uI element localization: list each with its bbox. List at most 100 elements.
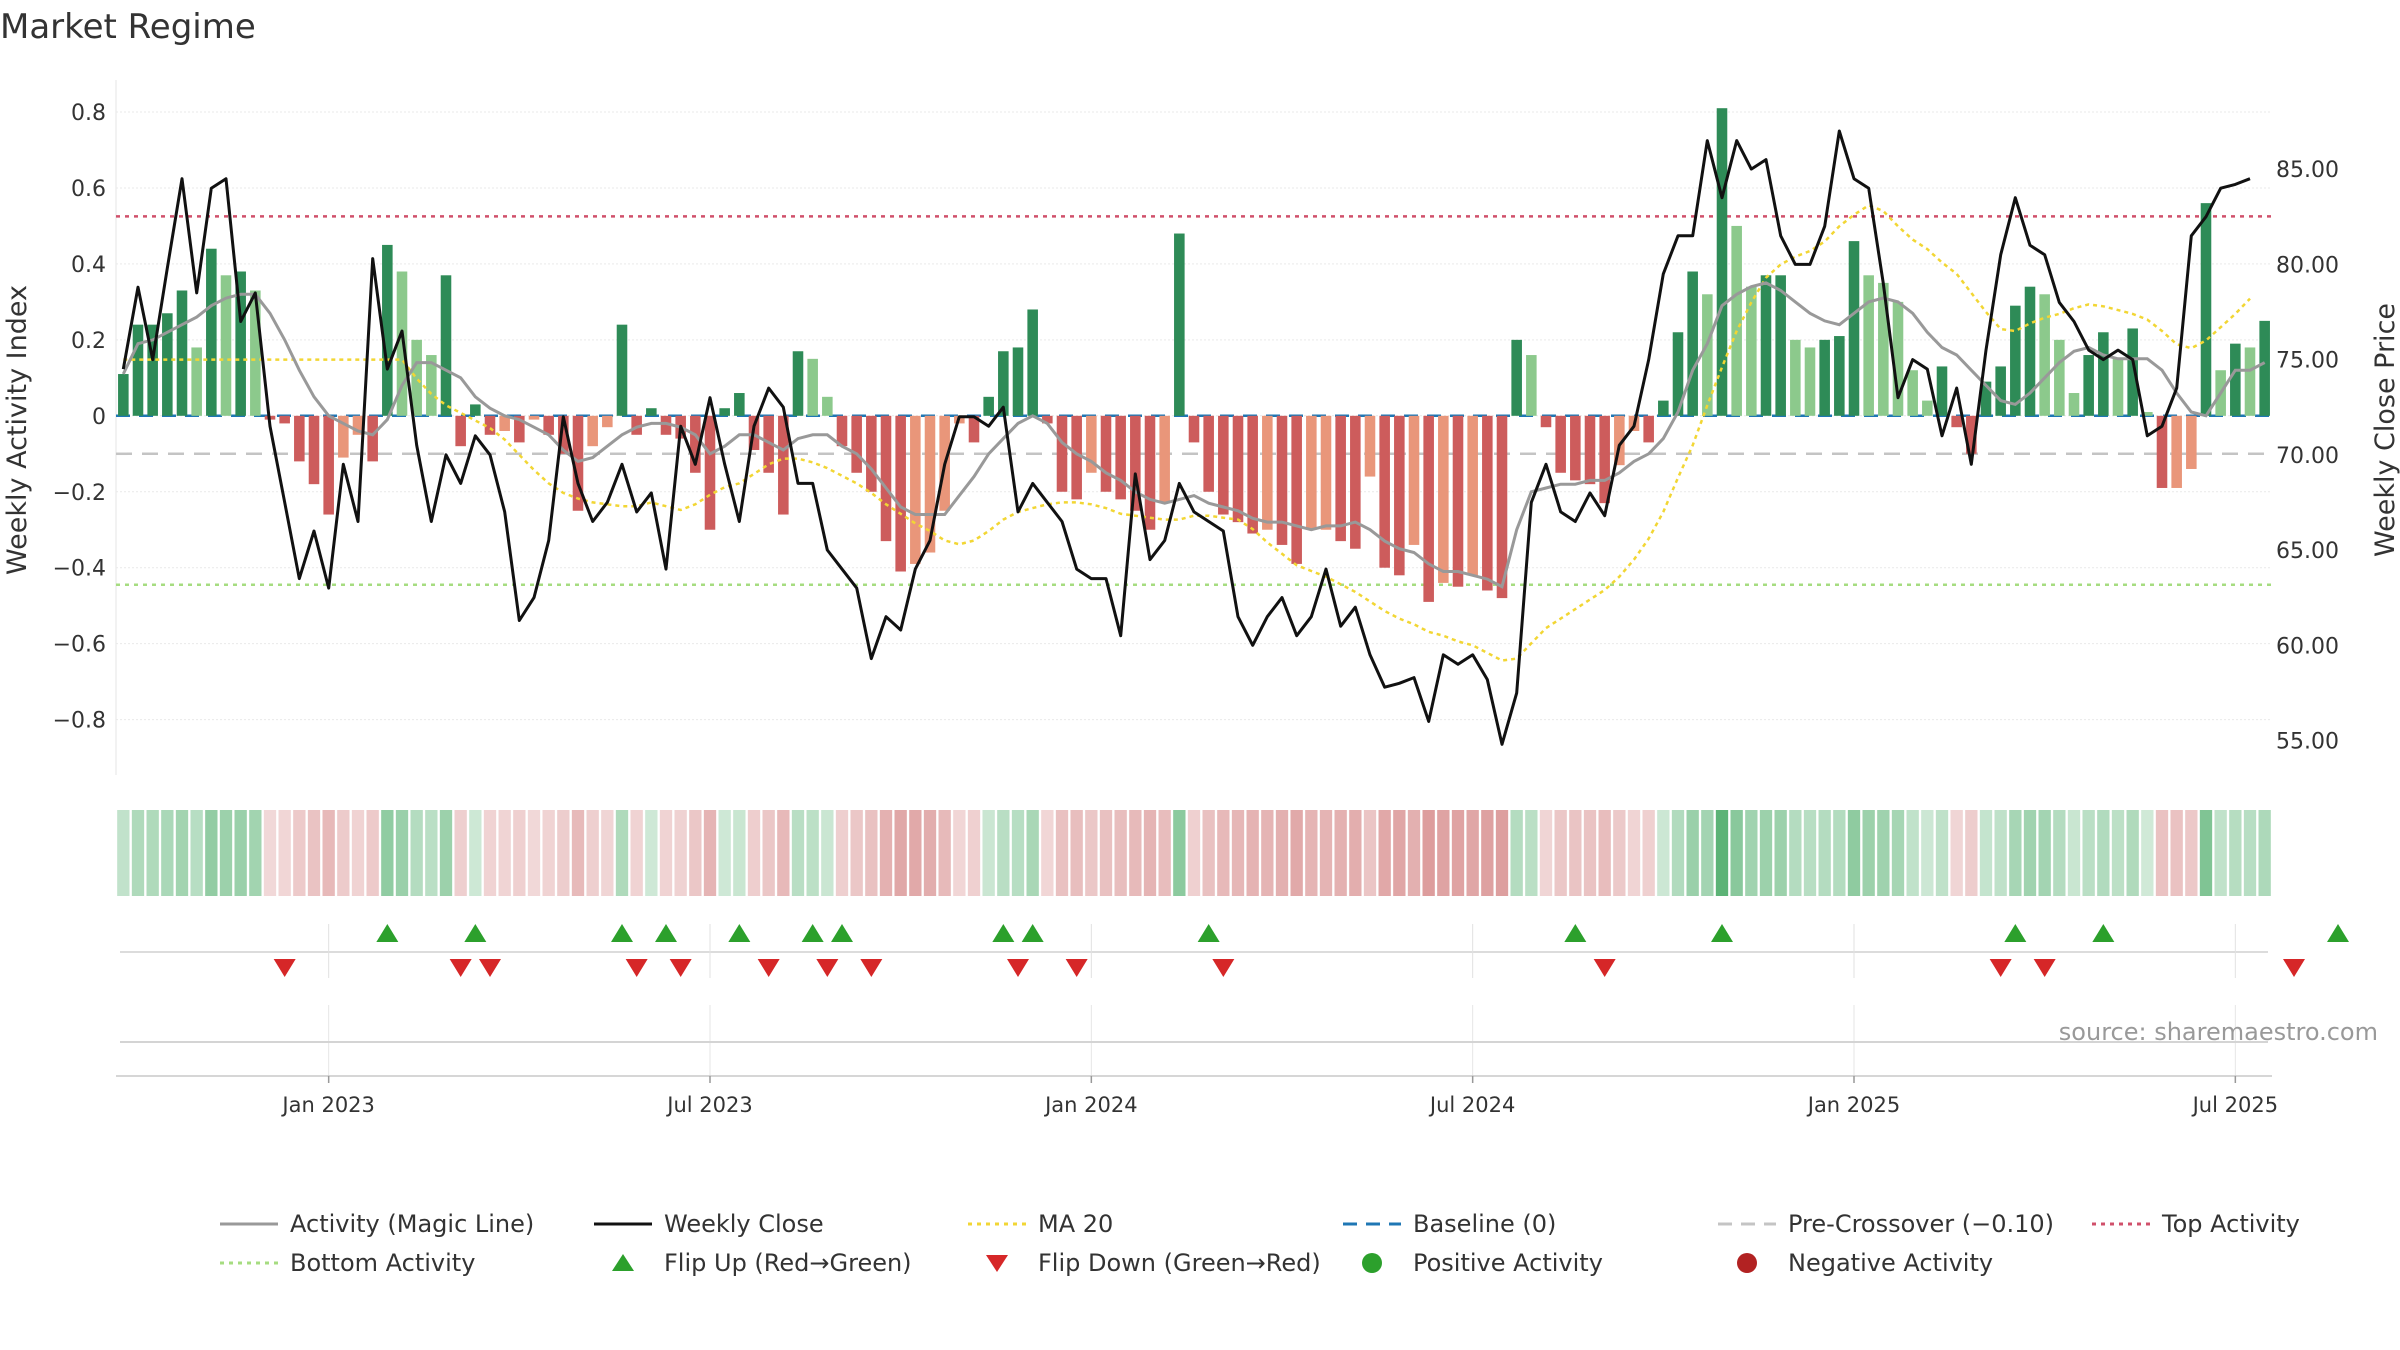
weekly-close-line xyxy=(121,129,2251,746)
activity-bar xyxy=(1306,415,1317,530)
activity-bar xyxy=(1350,415,1361,549)
activity-bar xyxy=(836,415,848,447)
regime-cell xyxy=(351,810,365,896)
regime-cell xyxy=(1730,810,1743,896)
left-tick-label: 0.6 xyxy=(71,177,106,202)
regime-cell xyxy=(835,810,849,896)
regime-cell xyxy=(2097,810,2110,896)
activity-bar xyxy=(602,415,613,428)
activity-bar xyxy=(2142,412,2153,416)
left-tick-label: 0 xyxy=(92,405,106,430)
activity-bar xyxy=(1995,366,2006,416)
regime-cell xyxy=(1701,810,1714,896)
regime-cell xyxy=(395,810,409,896)
activity-bar xyxy=(1364,415,1376,477)
legend-item: Bottom Activity xyxy=(220,1249,475,1277)
right-axis-ticks: 85.00 80.00 75.00 70.00 65.00 60.00 55.00 xyxy=(2276,158,2339,754)
flip-down-marker xyxy=(2033,959,2056,977)
left-tick-label: −0.8 xyxy=(53,709,106,734)
right-tick-label: 60.00 xyxy=(2276,634,2339,659)
regime-cell xyxy=(249,810,262,896)
regime-cell xyxy=(175,810,189,896)
activity-bar xyxy=(763,415,774,473)
activity-bar xyxy=(719,408,730,416)
regime-cell xyxy=(1158,810,1171,896)
regime-cell xyxy=(1173,810,1186,896)
activity-bar xyxy=(1174,233,1185,416)
activity-bar xyxy=(206,248,217,416)
activity-bar xyxy=(1555,415,1566,473)
activity-bar xyxy=(1804,347,1816,416)
regime-cell xyxy=(894,810,907,896)
activity-bar xyxy=(191,347,202,416)
regime-cell xyxy=(2170,810,2183,896)
regime-cell xyxy=(645,810,658,896)
regime-cell xyxy=(117,810,130,896)
legend-label: Activity (Magic Line) xyxy=(290,1210,534,1238)
regime-cell xyxy=(630,810,643,896)
activity-bar xyxy=(147,324,158,416)
regime-cell xyxy=(806,810,819,896)
legend-swatch xyxy=(612,1254,634,1271)
activity-bar xyxy=(1408,415,1420,545)
regime-cell xyxy=(1598,810,1611,896)
activity-bar xyxy=(1775,275,1786,416)
flip-down-marker xyxy=(1212,959,1235,977)
activity-bar xyxy=(2171,415,2182,488)
activity-bar xyxy=(235,271,246,416)
activity-bar xyxy=(572,415,584,511)
x-tick-label: Jan 2024 xyxy=(1043,1093,1138,1117)
x-tick-label: Jan 2023 xyxy=(280,1093,375,1117)
activity-bar xyxy=(2244,347,2256,416)
source-label: source: sharemaestro.com xyxy=(2059,1018,2378,1046)
right-tick-label: 70.00 xyxy=(2276,444,2339,469)
regime-cell xyxy=(703,810,717,896)
legend-item: Baseline (0) xyxy=(1343,1210,1556,1238)
flip-up-marker xyxy=(1197,924,1220,942)
regime-cell xyxy=(1217,810,1230,896)
regime-cell xyxy=(2199,810,2213,896)
regime-cell xyxy=(2185,810,2198,896)
activity-bar xyxy=(162,313,173,416)
flip-down-marker xyxy=(1007,959,1029,977)
regime-cell xyxy=(850,810,863,896)
regime-cell xyxy=(483,810,497,896)
regime-cell xyxy=(762,810,775,896)
activity-bar xyxy=(1027,309,1038,416)
activity-bar xyxy=(1760,275,1772,416)
activity-bar xyxy=(1878,282,1889,416)
regime-cell xyxy=(674,810,687,896)
regime-cell xyxy=(923,810,937,896)
legend-item: Flip Up (Red→Green) xyxy=(612,1249,912,1277)
activity-bar xyxy=(1056,415,1068,492)
activity-bar xyxy=(807,358,818,416)
left-axis-title: Weekly Activity Index xyxy=(2,285,33,575)
flip-up-marker xyxy=(2327,924,2349,942)
chart-title: Market Regime xyxy=(0,7,256,47)
activity-bar xyxy=(1379,415,1390,568)
flip-up-marker xyxy=(2092,924,2115,942)
regime-cell xyxy=(1437,810,1450,896)
activity-bar xyxy=(690,415,701,473)
activity-bar xyxy=(1863,275,1874,416)
regime-cell xyxy=(1099,810,1113,896)
activity-bar xyxy=(1467,415,1478,576)
x-tick-label: Jul 2023 xyxy=(665,1093,752,1117)
regime-cell xyxy=(821,810,834,896)
legend-label: Top Activity xyxy=(2161,1210,2300,1238)
regime-cell xyxy=(1745,810,1758,896)
regime-cell xyxy=(1877,810,1890,896)
regime-cell xyxy=(131,810,145,896)
regime-cell xyxy=(1539,810,1553,896)
regime-cell xyxy=(190,810,203,896)
regime-cell xyxy=(2258,810,2271,896)
flip-up-marker xyxy=(992,924,1015,942)
activity-bar xyxy=(778,415,789,515)
regime-cell xyxy=(747,810,761,896)
regime-cell xyxy=(1525,810,1538,896)
activity-bar xyxy=(631,415,642,435)
activity-bar xyxy=(1746,286,1757,416)
regime-cell xyxy=(425,810,438,896)
activity-bar xyxy=(279,415,290,424)
flip-down-marker xyxy=(1065,959,1088,977)
